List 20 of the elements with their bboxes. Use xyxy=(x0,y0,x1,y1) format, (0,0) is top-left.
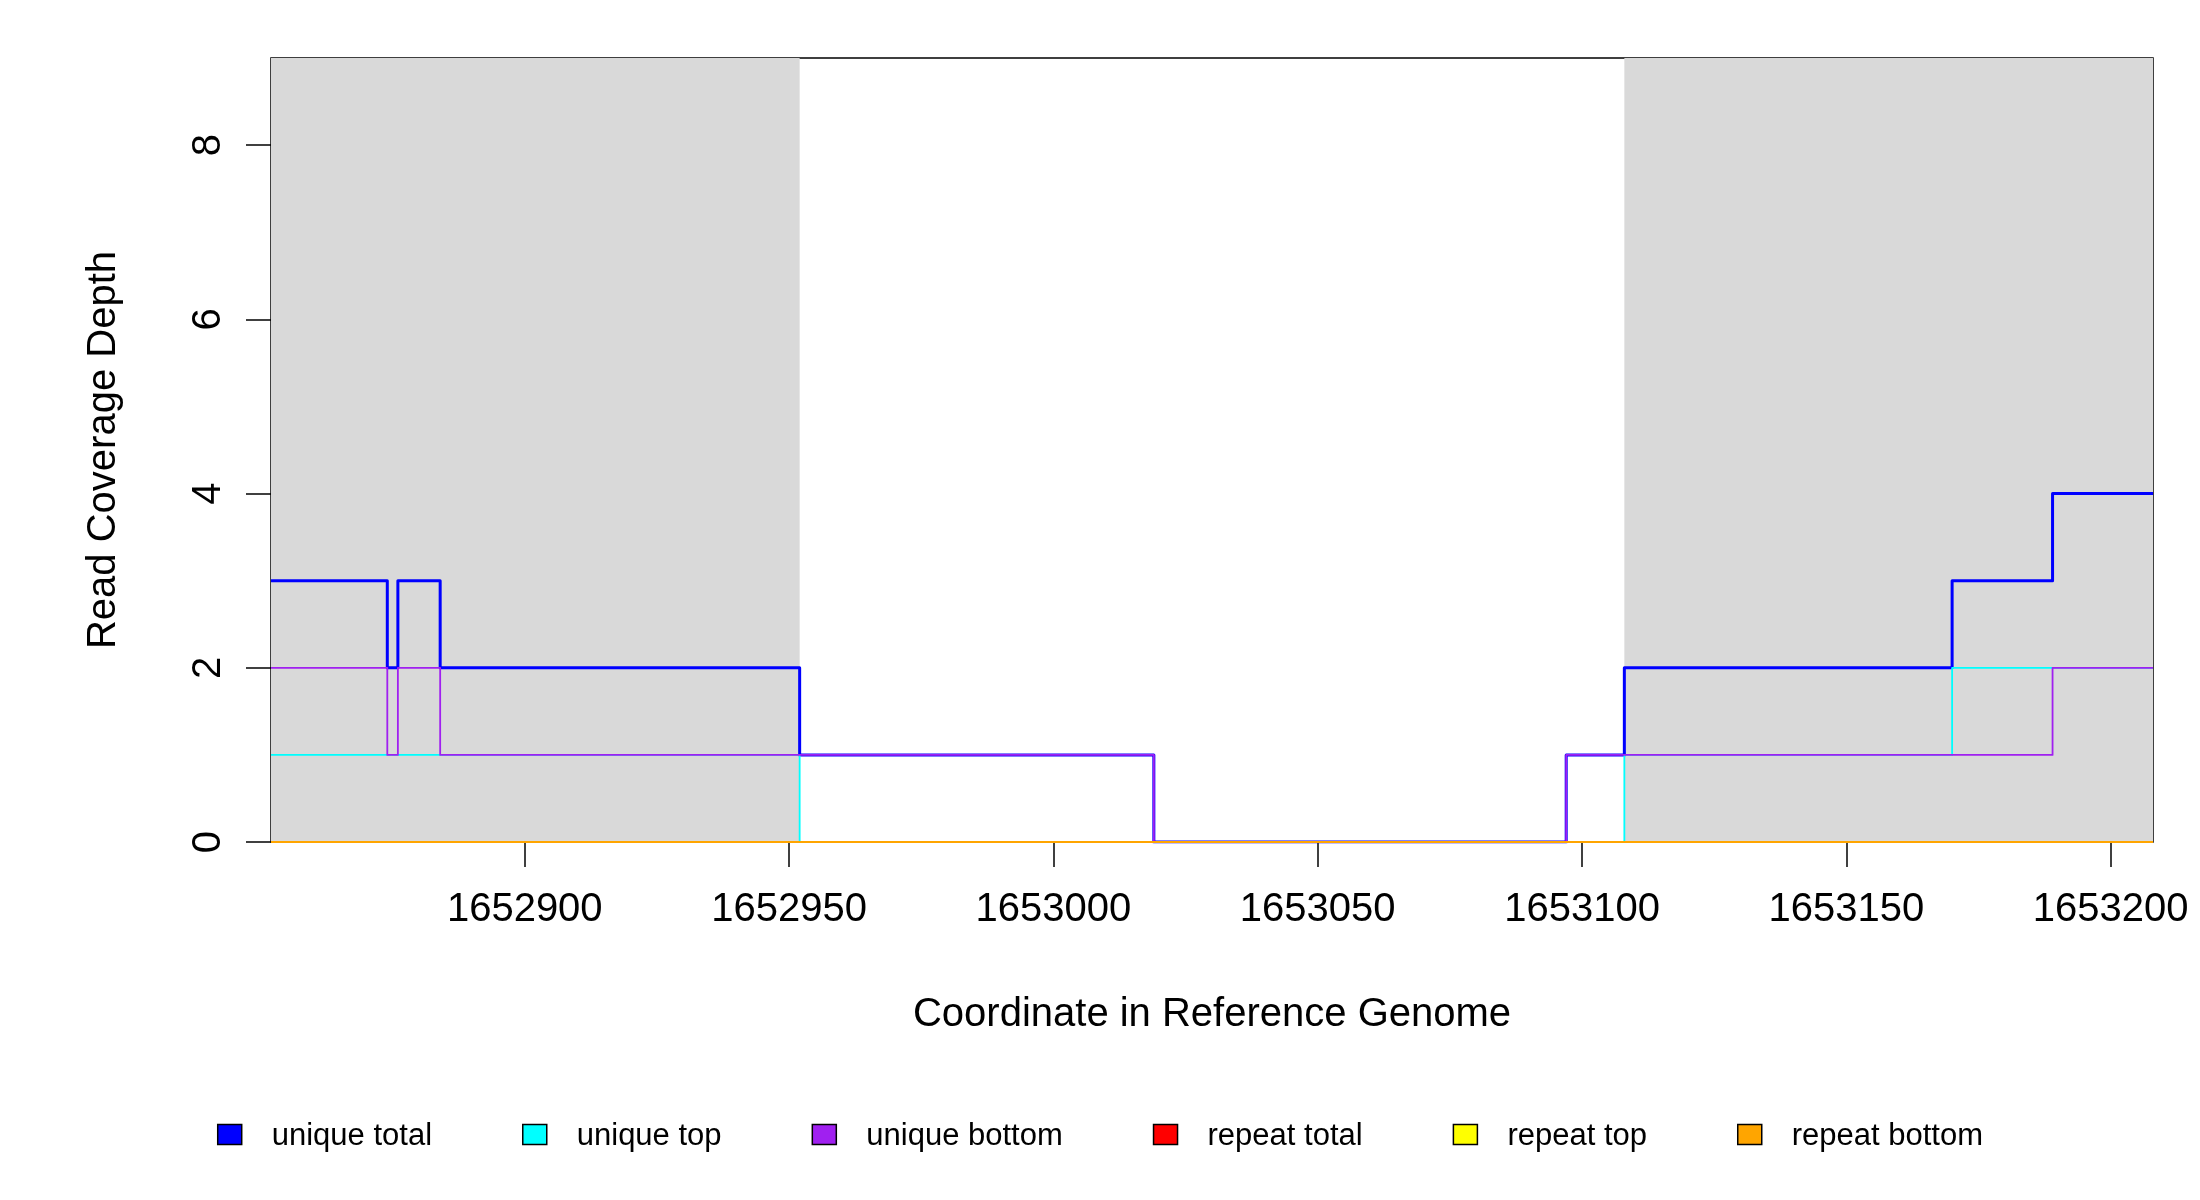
legend-label: repeat top xyxy=(1507,1117,1647,1152)
legend-label: unique bottom xyxy=(866,1117,1063,1152)
y-tick-label: 2 xyxy=(184,656,228,679)
x-tick-label: 1652950 xyxy=(711,885,867,929)
y-axis-title: Read Coverage Depth xyxy=(79,250,123,650)
legend-label: repeat total xyxy=(1207,1117,1363,1152)
x-tick-label: 1653150 xyxy=(1768,885,1925,929)
x-tick-label: 1652900 xyxy=(446,885,603,929)
legend-label: unique top xyxy=(576,1117,722,1152)
x-tick-label: 1653200 xyxy=(2032,885,2189,929)
y-tick-label: 4 xyxy=(184,482,228,505)
y-tick-label: 6 xyxy=(184,308,228,331)
legend-label: repeat bottom xyxy=(1791,1117,1984,1152)
legend-label: unique total xyxy=(271,1117,433,1152)
x-tick-label: 1653100 xyxy=(1504,885,1660,929)
y-tick-label: 0 xyxy=(184,830,228,854)
x-tick-label: 1653050 xyxy=(1239,885,1396,929)
y-tick-label: 8 xyxy=(184,133,228,157)
x-axis-title: Coordinate in Reference Genome xyxy=(912,990,1512,1034)
x-tick-label: 1653000 xyxy=(975,885,1132,929)
